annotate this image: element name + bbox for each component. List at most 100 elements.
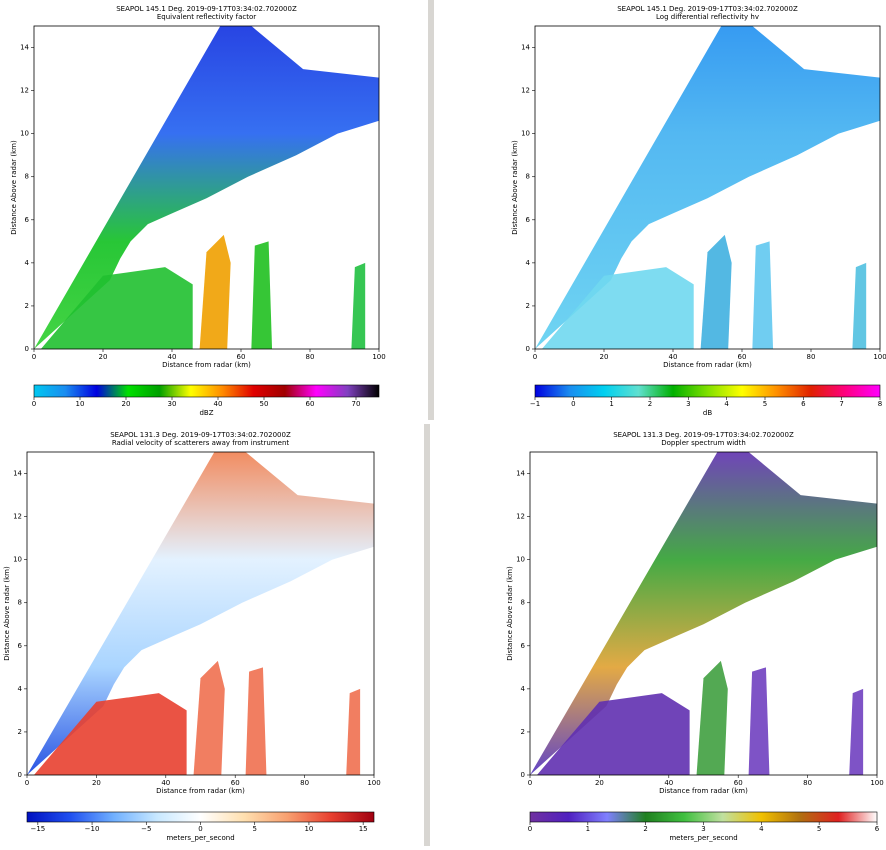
x-tick-label: 100 — [873, 353, 886, 361]
x-tick-label: 80 — [807, 353, 816, 361]
x-tick-label: 0 — [528, 779, 532, 787]
echo-cell — [849, 688, 864, 775]
colorbar-label: dB — [703, 409, 712, 417]
echo-cell — [752, 241, 774, 349]
colorbar-tick-label: 4 — [724, 400, 729, 408]
colorbar-tick-label: 2 — [648, 400, 652, 408]
plot-frame — [26, 451, 375, 776]
echo-cell — [346, 688, 361, 775]
colorbar-tick-label: 5 — [252, 825, 256, 833]
x-tick-label: 80 — [300, 779, 309, 787]
echo-cell — [351, 262, 366, 349]
colorbar-tick-label: 6 — [875, 825, 880, 833]
x-tick-label: 60 — [738, 353, 747, 361]
y-tick-label: 2 — [526, 302, 530, 310]
colorbar-tick-label: −10 — [85, 825, 100, 833]
y-tick-label: 10 — [13, 556, 22, 564]
plot-frame — [33, 25, 380, 350]
colorbar-label: dBZ — [199, 409, 213, 417]
x-tick-label: 40 — [168, 353, 177, 361]
x-tick-label: 100 — [372, 353, 385, 361]
chart-subtitle: Radial velocity of scatterers away from … — [112, 439, 290, 447]
echo-field — [27, 452, 374, 775]
x-tick-label: 40 — [669, 353, 678, 361]
y-tick-label: 2 — [18, 728, 22, 736]
y-tick-label: 0 — [526, 345, 530, 353]
x-tick-label: 20 — [595, 779, 604, 787]
y-tick-label: 0 — [521, 771, 525, 779]
colorbar-tick-label: 3 — [686, 400, 690, 408]
x-axis-label: Distance from radar (km) — [156, 787, 245, 795]
colorbar-tick-label: 40 — [214, 400, 223, 408]
echo-cell — [251, 241, 273, 349]
plot-frame — [534, 25, 881, 350]
colorbar-tick-label: 0 — [32, 400, 36, 408]
x-axis-label: Distance from radar (km) — [162, 361, 251, 369]
echo-cell — [852, 262, 867, 349]
echo-field — [40, 267, 193, 349]
colorbar-tick-label: 20 — [122, 400, 131, 408]
x-tick-label: 0 — [32, 353, 36, 361]
colorbar-tick-label: 0 — [198, 825, 202, 833]
y-axis-label: Distance Above radar (km) — [511, 140, 519, 235]
chart-title: SEAPOL 145.1 Deg. 2019-09-17T03:34:02.70… — [617, 5, 798, 13]
colorbar — [534, 384, 881, 398]
y-tick-label: 8 — [25, 173, 29, 181]
colorbar-tick-label: 30 — [168, 400, 177, 408]
y-axis-label: Distance Above radar (km) — [3, 566, 11, 661]
colorbar-tick-label: 2 — [643, 825, 647, 833]
colorbar-tick-label: 6 — [801, 400, 806, 408]
echo-cell — [193, 660, 225, 775]
echo-field — [535, 26, 880, 349]
echo-cell — [199, 234, 231, 349]
colorbar-tick-label: 10 — [76, 400, 85, 408]
x-tick-label: 0 — [533, 353, 537, 361]
colorbar-label: meters_per_second — [669, 834, 737, 842]
colorbar-label: meters_per_second — [166, 834, 234, 842]
y-tick-label: 10 — [516, 556, 525, 564]
colorbar-tick-label: 50 — [260, 400, 269, 408]
y-tick-label: 12 — [13, 513, 22, 521]
x-tick-label: 20 — [600, 353, 609, 361]
x-tick-label: 40 — [161, 779, 170, 787]
x-tick-label: 60 — [237, 353, 246, 361]
echo-field — [33, 693, 187, 775]
colorbar-tick-label: 60 — [306, 400, 315, 408]
y-tick-label: 14 — [516, 470, 525, 478]
x-tick-label: 100 — [367, 779, 380, 787]
chart-title: SEAPOL 145.1 Deg. 2019-09-17T03:34:02.70… — [116, 5, 297, 13]
x-tick-label: 80 — [306, 353, 315, 361]
echo-field — [34, 26, 379, 349]
y-tick-label: 14 — [521, 44, 530, 52]
y-tick-label: 4 — [18, 685, 23, 693]
colorbar-tick-label: 5 — [817, 825, 821, 833]
colorbar-tick-label: 3 — [701, 825, 705, 833]
echo-cell — [696, 660, 728, 775]
colorbar-tick-label: −5 — [141, 825, 151, 833]
chart-subtitle: Doppler spectrum width — [661, 439, 746, 447]
y-tick-label: 0 — [25, 345, 29, 353]
y-axis-label: Distance Above radar (km) — [10, 140, 18, 235]
x-tick-label: 80 — [803, 779, 812, 787]
y-tick-label: 12 — [516, 513, 525, 521]
y-tick-label: 4 — [526, 259, 531, 267]
colorbar-tick-label: 0 — [528, 825, 532, 833]
chart-subtitle: Log differential reflectivity hv — [656, 13, 759, 21]
colorbar-tick-label: 10 — [304, 825, 313, 833]
y-tick-label: 6 — [526, 216, 531, 224]
x-tick-label: 20 — [99, 353, 108, 361]
chart-subtitle: Equivalent reflectivity factor — [157, 13, 256, 21]
colorbar — [26, 811, 375, 823]
y-tick-label: 12 — [521, 87, 530, 95]
y-tick-label: 8 — [521, 599, 525, 607]
y-tick-label: 8 — [18, 599, 22, 607]
divider — [424, 424, 430, 846]
y-tick-label: 2 — [521, 728, 525, 736]
chart-title: SEAPOL 131.3 Deg. 2019-09-17T03:34:02.70… — [110, 431, 291, 439]
echo-cell — [700, 234, 732, 349]
colorbar-tick-label: −15 — [30, 825, 45, 833]
echo-field — [530, 452, 877, 775]
y-tick-label: 10 — [521, 130, 530, 138]
x-tick-label: 60 — [734, 779, 743, 787]
